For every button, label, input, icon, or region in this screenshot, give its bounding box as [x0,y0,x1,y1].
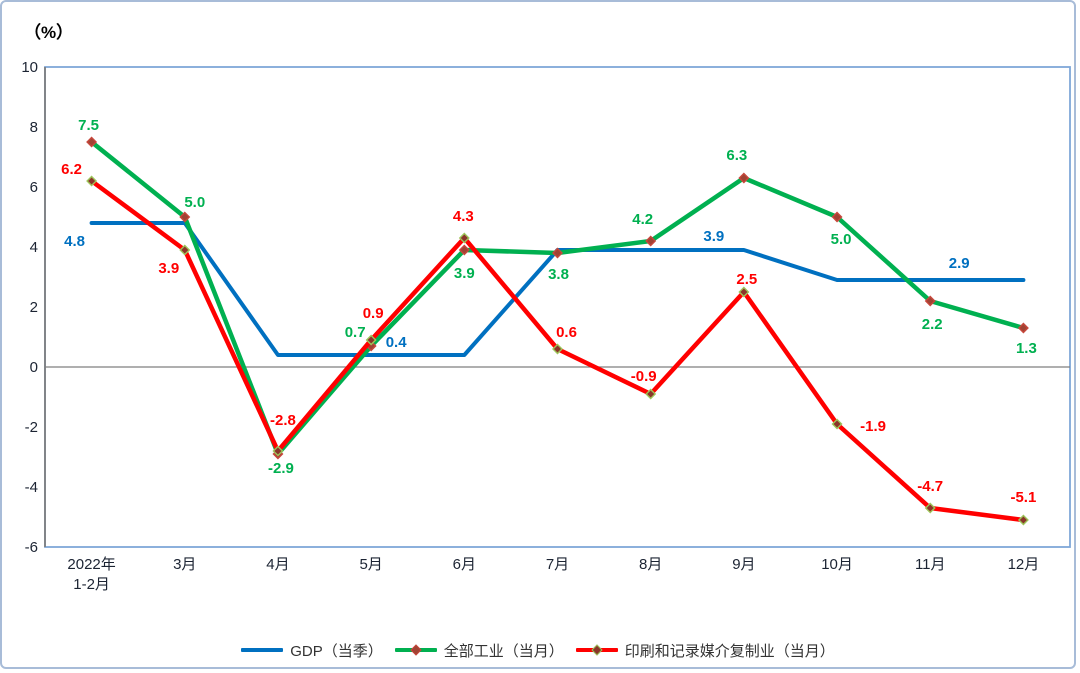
data-point-marker [831,418,843,430]
y-tick-label: -4 [25,479,38,496]
legend: GDP（当季） 全部工业（当月） 印刷和记录媒介复制业（当月） [2,636,1074,664]
data-point-marker [738,172,750,184]
legend-diamond-marker-icon [410,644,422,656]
legend-diamond-marker-icon [591,644,603,656]
x-tick-label: 10月 [821,556,853,573]
legend-label: 印刷和记录媒介复制业（当月） [624,642,835,660]
y-tick-label: 4 [30,239,38,256]
x-tick-label: 7月 [546,556,569,573]
data-point-marker [272,445,284,457]
y-tick-label: -2 [25,419,38,436]
x-tick-label: 9月 [732,556,755,573]
data-label: 5.0 [184,194,205,211]
data-point-marker [552,247,563,259]
legend-label: 全部工业（当月） [443,642,564,660]
data-label: 4.8 [64,233,85,250]
data-label: -4.7 [917,478,943,495]
data-label: 0.7 [345,324,366,341]
y-tick-label: -6 [25,539,38,556]
x-tick-label: 2022年 1-2月 [67,556,115,593]
legend-line-swatch [575,644,618,656]
series-line-1 [89,139,1026,457]
data-point-marker [86,136,98,148]
data-label: 6.3 [726,147,747,164]
data-point-marker [552,343,563,355]
data-label: 0.9 [363,305,384,322]
data-label: -2.9 [268,460,294,477]
data-label: 3.8 [548,266,569,283]
y-tick-label: 10 [21,59,38,76]
data-point-marker [924,502,936,514]
data-point-marker [365,334,377,346]
data-point-marker [179,211,191,223]
data-label: 3.9 [703,228,724,245]
plot-border [44,66,1071,548]
data-label: -1.9 [860,418,886,435]
y-tick-label: 6 [30,179,38,196]
x-tick-label: 6月 [453,556,476,573]
data-point-marker [179,244,191,256]
data-point-marker [738,286,750,298]
data-label: -0.9 [631,368,657,385]
legend-line-swatch [241,648,284,652]
data-label: 1.3 [1016,340,1037,357]
data-label: 7.5 [78,117,99,134]
data-label: -2.8 [270,412,296,429]
y-tick-label: 8 [30,119,38,136]
data-label: 2.2 [922,316,943,333]
legend-item-2: 印刷和记录媒介复制业（当月） [575,640,835,661]
data-label: 4.2 [632,211,653,228]
x-tick-label: 11月 [915,556,946,573]
data-point-marker [831,211,843,223]
data-label: 2.5 [736,271,757,288]
x-tick-label: 5月 [359,556,382,573]
data-label: 3.9 [158,260,179,277]
legend-label: GDP（当季） [290,642,383,660]
data-point-marker [645,388,657,400]
y-tick-label: 2 [30,299,38,316]
data-label: 5.0 [831,231,852,248]
data-label: 2.9 [949,255,970,272]
data-label: 6.2 [61,161,82,178]
x-tick-label: 4月 [266,556,289,573]
y-axis-unit-label: （%） [24,23,74,42]
data-point-marker [1017,514,1029,526]
legend-item-0: GDP（当季） [241,640,383,661]
legend-line-swatch [394,644,437,656]
data-label: 4.3 [453,208,474,225]
x-tick-label: 12月 [1008,556,1040,573]
x-tick-label: 3月 [173,556,196,573]
data-point-marker [86,175,98,187]
legend-item-1: 全部工业（当月） [394,640,564,661]
x-tick-label: 8月 [639,556,662,573]
data-point-marker [924,295,936,307]
data-label: -5.1 [1010,489,1036,506]
data-point-marker [458,232,470,244]
data-point-marker [1017,322,1029,334]
data-label: 0.6 [556,324,577,341]
data-label: 3.9 [454,265,475,282]
y-tick-label: 0 [30,359,38,376]
data-point-marker [458,244,470,256]
data-point-marker [645,235,657,247]
data-label: 0.4 [386,334,408,351]
